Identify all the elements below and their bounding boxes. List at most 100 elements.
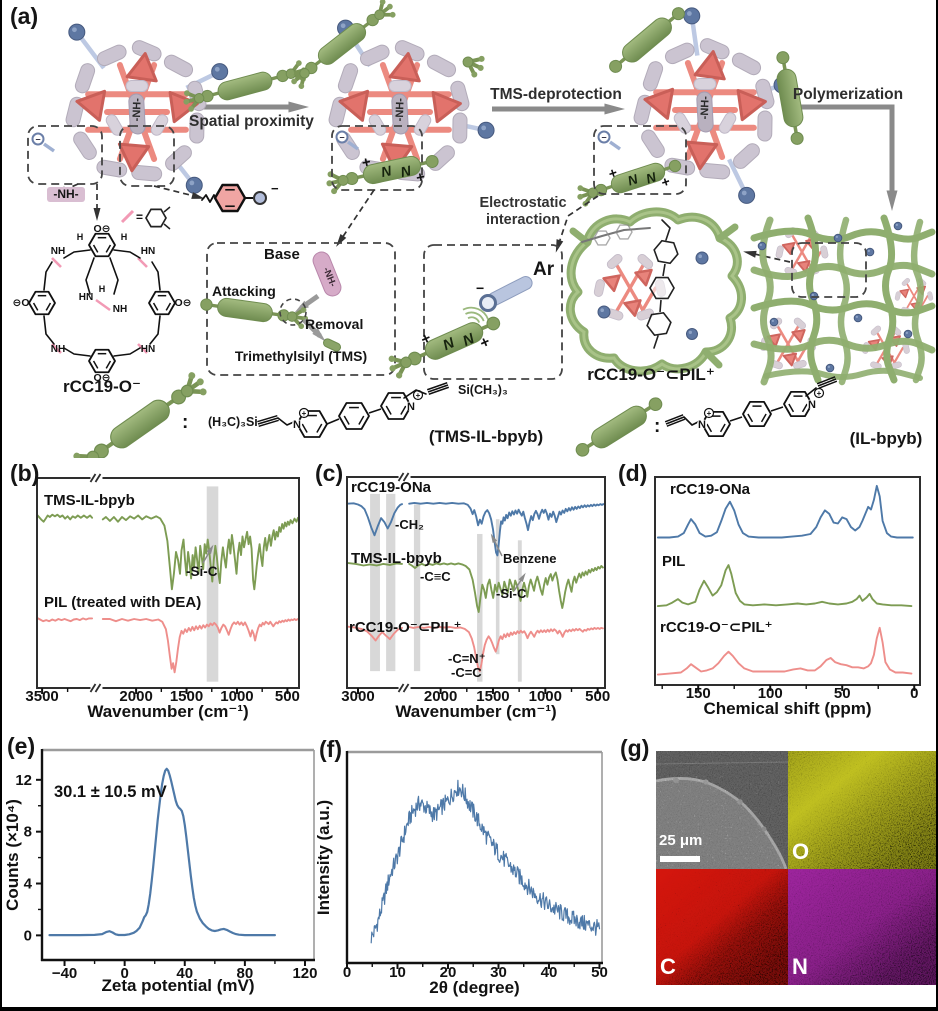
sem-image [656, 751, 789, 870]
minus-charge: − [601, 133, 606, 143]
n-atom-label: N [808, 399, 816, 411]
attacking-label: Attacking [212, 283, 276, 299]
series-rCC19-O⁻⊂PIL⁺ [656, 626, 913, 676]
mini-cage [593, 253, 667, 321]
annotation: -C≡C [420, 569, 451, 584]
series-rCC19-O⁻⊂PIL⁺ [408, 626, 604, 673]
x-tick-label: 20 [440, 964, 457, 981]
polymer-strand [880, 214, 898, 384]
y-tick-label: 8 [24, 824, 32, 841]
h-label: H [77, 232, 84, 242]
x-tick-label: 120 [292, 965, 317, 982]
series-label: TMS-IL-bpyb [44, 492, 135, 509]
monomer [575, 397, 663, 457]
plus-charge: + [707, 409, 712, 418]
dashed-arrow [153, 185, 199, 198]
highlight-band [370, 493, 380, 672]
series-zeta distribution [48, 767, 276, 937]
si-left-formula: (H₃C)₃Si [208, 415, 258, 429]
annotation: -CH₂ [395, 517, 424, 532]
x-tick-label: 2000 [119, 688, 152, 705]
annotation: -C=N⁺ [448, 651, 486, 666]
tms-claw [288, 68, 310, 89]
annotation: Benzene [503, 551, 556, 566]
x-axis-label: 2θ (degree) [429, 978, 519, 997]
polymer-strand [750, 297, 936, 317]
phenolate-o: ⊖O [13, 297, 30, 309]
tms-claw [286, 307, 309, 330]
x-tick-label: −40 [52, 965, 77, 982]
dashed-arrow [339, 189, 375, 242]
x-axis-label: Zeta potential (mV) [101, 976, 254, 995]
plus-charge: + [360, 153, 372, 171]
eds-mapping-grid [656, 751, 936, 985]
n-atom-label: N [698, 419, 706, 431]
n-atom-label: N [399, 162, 413, 180]
electrostatic-label-1: Electrostatic [479, 195, 567, 211]
x-tick-label: 1000 [220, 688, 253, 705]
molecular-cage [328, 19, 495, 182]
x-tick-label: 50 [834, 685, 851, 702]
minus-charge: − [476, 280, 484, 296]
n-map-label: N [792, 954, 808, 979]
panel-label-g: (g) [620, 735, 650, 761]
y-tick-label: 0 [24, 927, 32, 944]
tms-claw [73, 450, 100, 458]
nh-label: NH [51, 344, 65, 355]
cage2-nh-label: -NH- [393, 97, 407, 122]
dashed-box [331, 125, 423, 191]
o-map-label: O [792, 839, 810, 864]
x-tick-label: 50 [591, 964, 608, 981]
tms-claw [388, 355, 412, 379]
series-PIL (treated with DEA) [36, 616, 94, 623]
n-atom-label: N [407, 401, 415, 413]
x-tick-label: 40 [541, 964, 558, 981]
annotation: 30.1 ± 10.5 mV [54, 783, 167, 801]
scale-bar [660, 856, 700, 862]
nh-label: NH [51, 246, 65, 257]
annotation: -Si-C [186, 564, 218, 579]
series-label: rCC19-ONa [670, 481, 751, 498]
o-elemental-map [788, 751, 936, 869]
rcc19-name: rCC19-O⁻ [63, 377, 141, 396]
dashed-arrow [557, 195, 599, 247]
tms-claw [462, 55, 485, 78]
dashed-box [119, 125, 175, 187]
cage1-nh-label: -NH- [130, 97, 144, 122]
x-tick-label: 1500 [170, 688, 203, 705]
minus-charge: − [35, 135, 40, 145]
chart-e: −40 0 40 80 120 0 4 8 12 Zeta potential (mV) Count… [3, 748, 317, 995]
dashed-box [593, 125, 687, 195]
series-rCC19-O⁻⊂PIL⁺ [346, 625, 403, 642]
x-tick-label: 10 [389, 964, 406, 981]
electrostatic-label-2: interaction [485, 212, 561, 228]
x-tick-label: 3000 [341, 688, 374, 705]
annotation: -C=C [451, 665, 482, 680]
removal-label: Removal [305, 316, 364, 332]
panel-label-e: (e) [7, 733, 36, 759]
nh-tag: -NH- [47, 187, 85, 202]
arrow-label-polymerization: Polymerization [792, 86, 904, 103]
minus-charge: − [271, 181, 279, 196]
x-axis-label: Wavenumber (cm⁻¹) [395, 702, 556, 721]
macrocycle-structure: O⊖ O⊖ O⊖ ⊖O NH HN NH HN H H HN NH H [13, 223, 192, 384]
cage-in-network [565, 207, 746, 376]
dashed-box [27, 125, 103, 185]
y-tick-label: 12 [15, 772, 32, 789]
il-bpyb-name: (IL-bpyb) [849, 429, 923, 448]
plus-charge: + [416, 391, 421, 400]
ar-label: Ar [533, 259, 555, 280]
highlight-band [413, 504, 421, 672]
trimethylsilyl-label: Trimethylsilyl (TMS) [234, 348, 368, 364]
monomer [288, 0, 396, 89]
phenolate-o: O⊖ [94, 223, 111, 235]
tms-claw [374, 0, 396, 20]
series-rCC19-ONa [408, 501, 605, 557]
arrow-label-tms-deprotection: TMS-deprotection [490, 86, 622, 103]
chart-f: 0 10 20 30 40 50 2θ (degree) Intensity (a.u.) [314, 750, 608, 997]
tms-il-bpyb-formula: N+N+ [257, 382, 450, 438]
series-PIL [656, 564, 913, 608]
panel-label-b: (b) [10, 460, 40, 486]
